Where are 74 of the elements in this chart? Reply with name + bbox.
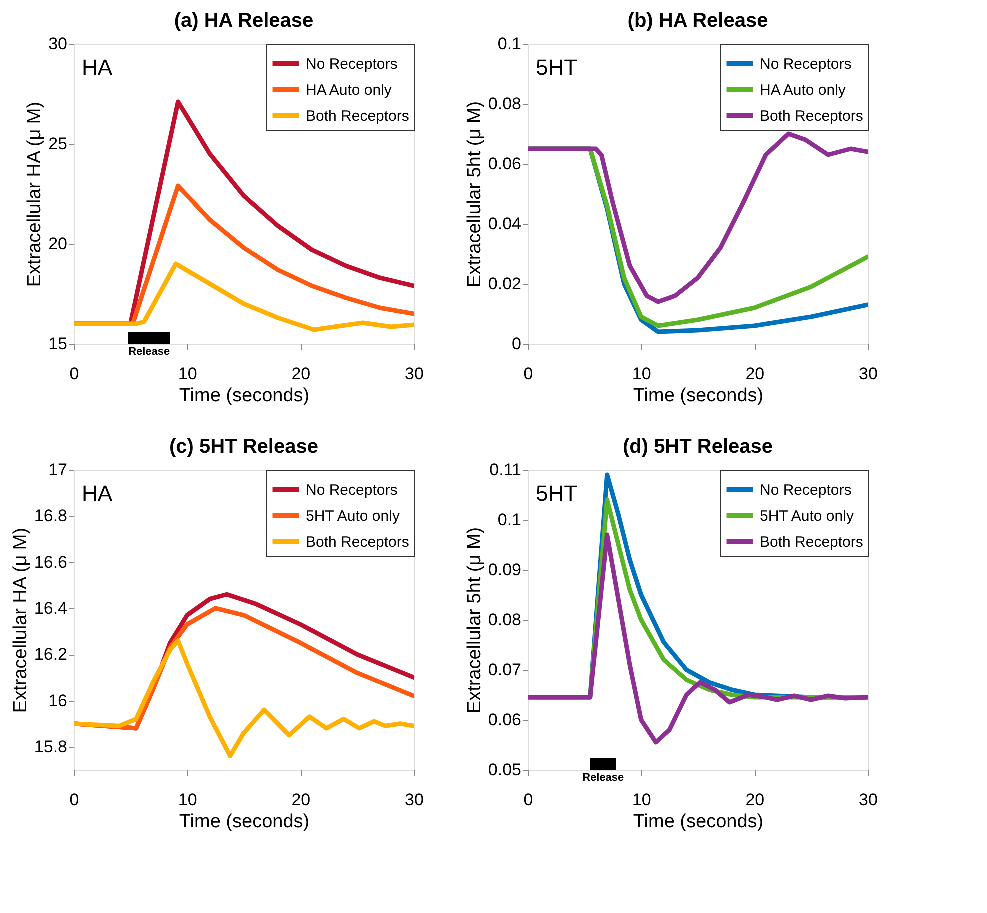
x-tick-label: 30	[405, 790, 424, 810]
chart-title: (b) HA Release	[628, 10, 768, 32]
annotation: HA	[82, 481, 113, 506]
y-tick-label: 16.4	[34, 598, 68, 618]
x-tick-label: 20	[746, 364, 765, 384]
legend-label: HA Auto only	[306, 82, 392, 99]
line-series	[74, 262, 414, 332]
y-tick-label: 25	[48, 134, 68, 154]
y-tick-label: 0.08	[488, 610, 522, 630]
legend-label: Both Receptors	[760, 108, 864, 125]
x-tick-label: 20	[746, 790, 765, 810]
y-tick-label: 0	[512, 334, 522, 354]
y-tick-label: 0.09	[488, 560, 522, 580]
y-tick-label: 17	[48, 460, 68, 480]
x-tick-label: 20	[292, 790, 311, 810]
y-axis-title: Extracellular HA (μ M)	[24, 102, 46, 288]
line-series	[74, 638, 414, 758]
y-tick-label: 15	[48, 334, 68, 354]
x-tick-label: 0	[70, 364, 80, 384]
legend-label: Both Receptors	[760, 534, 864, 551]
y-tick-label: 0.1	[498, 34, 522, 54]
x-tick-label: 0	[70, 790, 80, 810]
y-tick-label: 15.8	[34, 737, 68, 756]
x-axis-title: Time (seconds)	[179, 812, 310, 832]
x-tick-label: 30	[859, 364, 878, 384]
x-axis-title: Time (seconds)	[179, 386, 310, 406]
y-tick-label: 16.6	[34, 552, 68, 572]
legend-label: No Receptors	[306, 482, 398, 499]
x-tick-label: 10	[178, 364, 198, 384]
x-tick-label: 10	[632, 790, 652, 810]
x-tick-label: 10	[178, 790, 198, 810]
y-axis-title: Extracellular 5ht (μ M)	[464, 527, 486, 714]
y-tick-label: 16	[48, 691, 68, 710]
y-tick-label: 0.04	[488, 214, 522, 234]
line-series	[528, 132, 868, 304]
x-tick-label: 0	[524, 790, 534, 810]
x-tick-label: 30	[405, 364, 424, 384]
x-tick-label: 0	[524, 364, 534, 384]
chart-title: (c) 5HT Release	[170, 436, 318, 458]
legend-label: 5HT Auto only	[760, 508, 854, 525]
y-tick-label: 0.07	[488, 660, 522, 680]
legend-label: No Receptors	[760, 56, 852, 73]
y-axis-title: Extracellular 5ht (μ M)	[464, 101, 486, 288]
legend-label: No Receptors	[760, 482, 852, 499]
y-tick-label: 0.02	[488, 274, 522, 294]
annotation: 5HT	[536, 55, 578, 80]
legend-label: 5HT Auto only	[306, 508, 400, 525]
y-axis-title: Extracellular HA (μ M)	[10, 528, 32, 714]
y-tick-label: 16.8	[34, 506, 68, 526]
x-tick-label: 20	[292, 364, 311, 384]
y-tick-label: 0.06	[488, 710, 522, 730]
y-tick-label: 0.1	[498, 510, 522, 530]
x-tick-label: 30	[859, 790, 878, 810]
band-label: Release	[582, 772, 624, 784]
y-tick-label: 0.05	[488, 760, 522, 780]
legend-label: HA Auto only	[760, 82, 846, 99]
legend-label: Both Receptors	[306, 534, 410, 551]
x-axis-title: Time (seconds)	[633, 812, 764, 832]
chart-title: (a) HA Release	[174, 10, 314, 32]
y-tick-label: 30	[48, 34, 68, 54]
line-series	[528, 532, 868, 745]
y-tick-label: 0.11	[490, 460, 522, 480]
annotation: HA	[82, 55, 113, 80]
legend-label: No Receptors	[306, 56, 398, 73]
chart-title: (d) 5HT Release	[622, 436, 774, 458]
y-tick-label: 0.08	[488, 94, 522, 114]
y-tick-label: 0.06	[488, 154, 522, 174]
band-label: Release	[128, 346, 170, 358]
x-tick-label: 10	[632, 364, 652, 384]
x-axis-title: Time (seconds)	[633, 386, 764, 406]
y-tick-label: 20	[48, 234, 68, 254]
y-tick-label: 16.2	[34, 645, 68, 664]
legend-label: Both Receptors	[306, 108, 410, 125]
annotation: 5HT	[536, 481, 578, 506]
